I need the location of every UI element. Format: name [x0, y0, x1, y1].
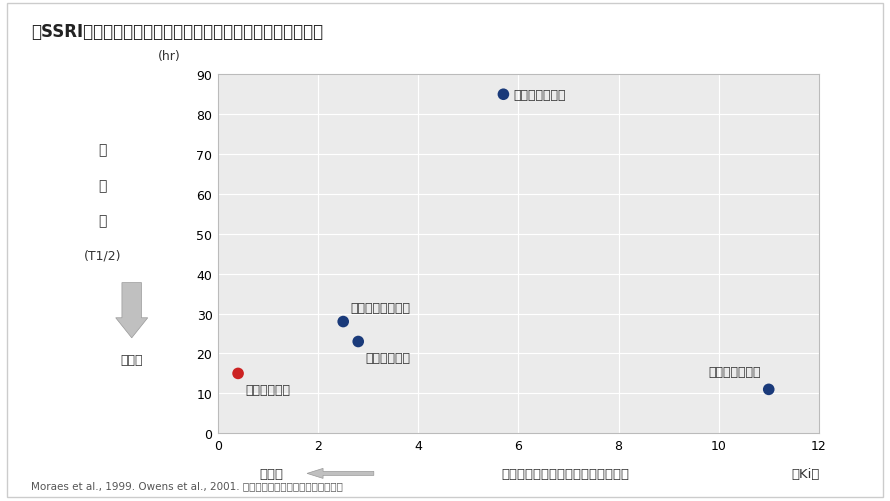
Text: (hr): (hr): [158, 50, 181, 63]
Point: [497, 91, 511, 99]
Text: Moraes et al., 1999. Owens et al., 2001. インタビューフォームより引用作成: Moraes et al., 1999. Owens et al., 2001.…: [31, 480, 343, 490]
Text: 半: 半: [98, 143, 107, 157]
Point: [352, 338, 366, 346]
Text: （短）: （短）: [120, 353, 143, 366]
Text: 各SSRIの半減期とセロトニン再取り込み阻害率の強さの関係: 各SSRIの半減期とセロトニン再取り込み阻害率の強さの関係: [31, 23, 323, 41]
Text: エスシタロプラム: エスシタロプラム: [351, 302, 410, 315]
Text: （Ki）: （Ki）: [791, 467, 820, 480]
Point: [231, 370, 246, 378]
Text: 減: 減: [98, 178, 107, 192]
Text: セルトラリン: セルトラリン: [366, 351, 410, 364]
Point: [762, 386, 776, 394]
Text: (T1/2): (T1/2): [84, 249, 121, 262]
FancyArrow shape: [116, 283, 148, 338]
Text: セロトニントランスポーター阻害率: セロトニントランスポーター阻害率: [501, 467, 629, 480]
Text: パロキセチン: パロキセチン: [246, 383, 290, 396]
Text: （強）: （強）: [260, 467, 283, 480]
Text: フルオキセチン: フルオキセチン: [514, 89, 566, 102]
Text: フルボキサミン: フルボキサミン: [708, 365, 761, 378]
Point: [336, 318, 351, 326]
FancyArrow shape: [307, 468, 374, 478]
Text: 期: 期: [98, 213, 107, 227]
